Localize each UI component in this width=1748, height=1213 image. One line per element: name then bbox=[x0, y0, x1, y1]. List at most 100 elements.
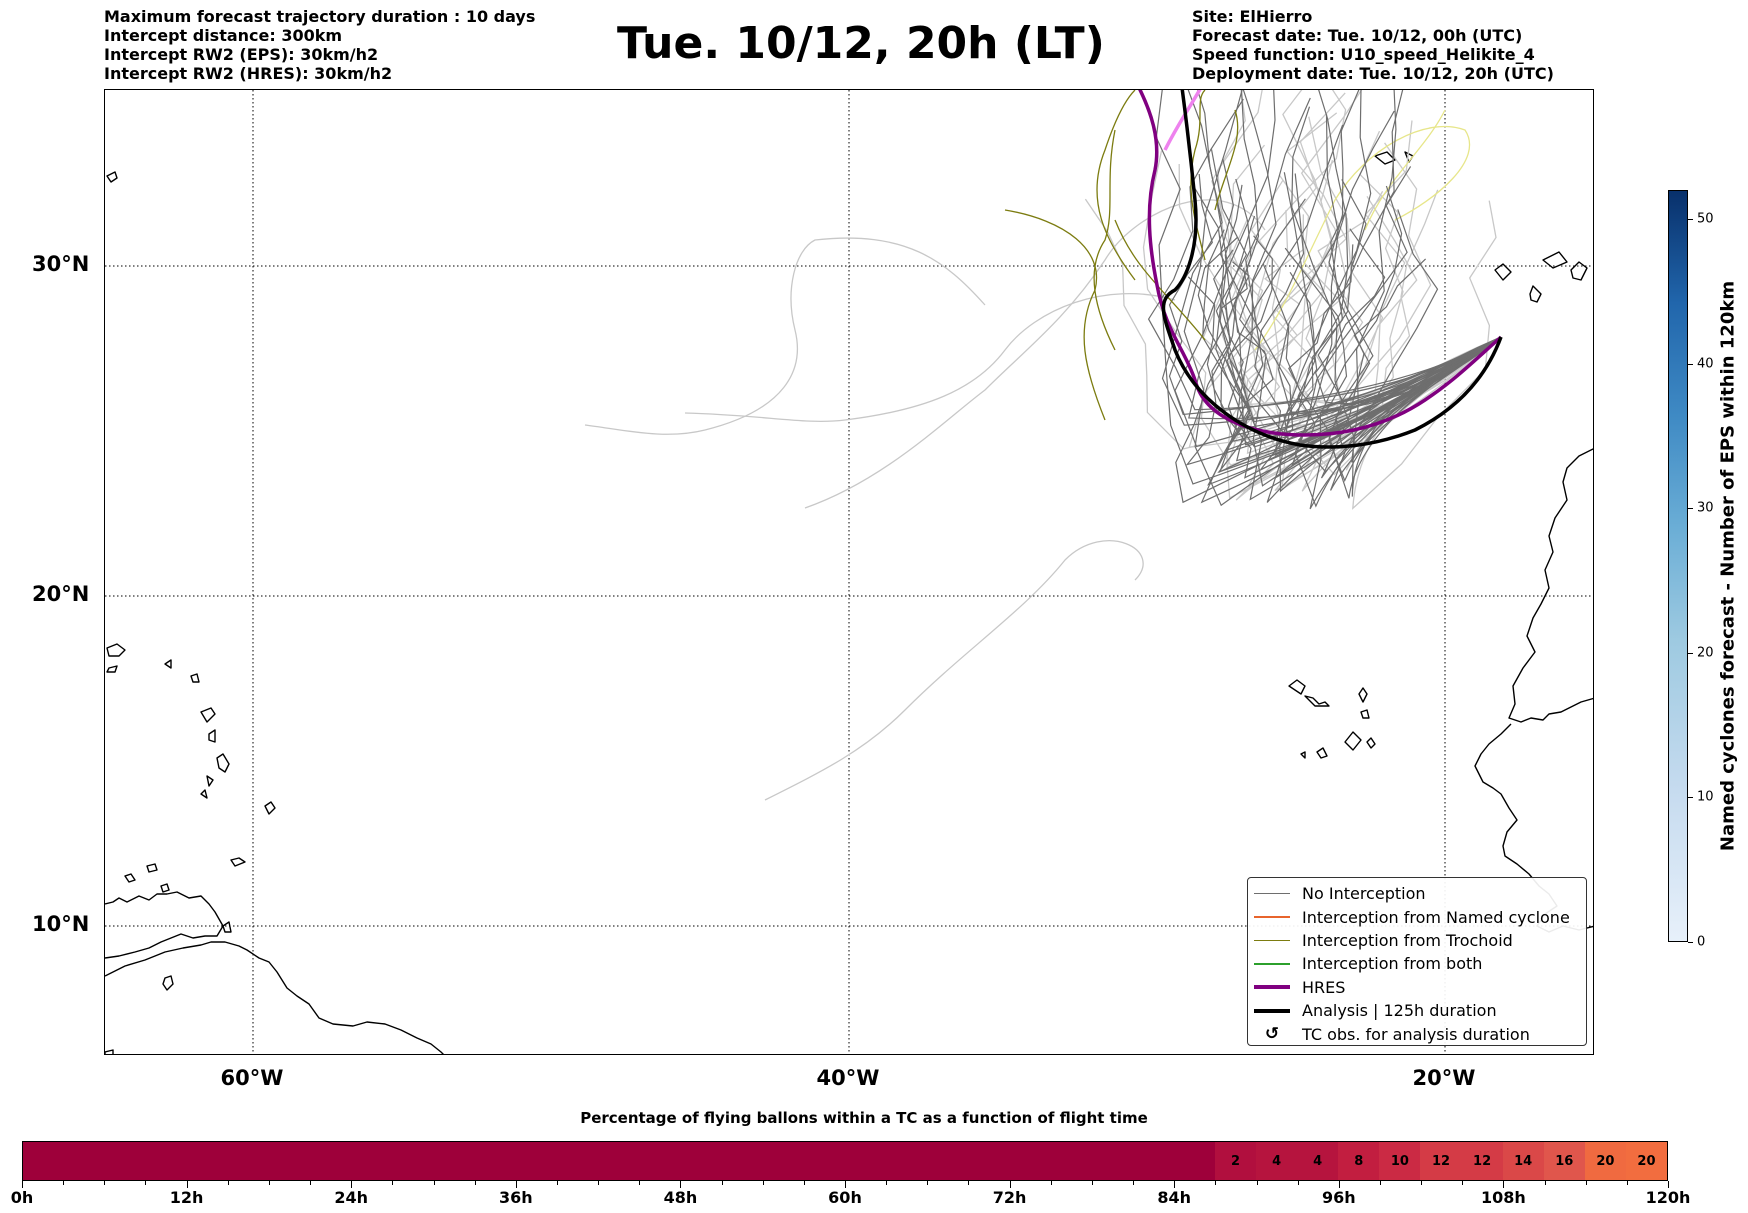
coastline bbox=[208, 729, 216, 743]
page-title: Tue. 10/12, 20h (LT) bbox=[617, 18, 1105, 69]
legend-item: ↺ TC obs. for analysis duration bbox=[1248, 1022, 1586, 1045]
legend-label: TC obs. for analysis duration bbox=[1302, 1024, 1530, 1044]
coastline bbox=[1288, 679, 1306, 695]
tc-bar-cell: 14 bbox=[1502, 1142, 1544, 1180]
trajectory-yellow bbox=[1254, 125, 1471, 351]
tc-bar-tick bbox=[886, 1181, 888, 1185]
tc-bar-cell: 2 bbox=[1214, 1142, 1257, 1180]
tc-bar-tick bbox=[639, 1181, 641, 1185]
trajectory-trochoid bbox=[1004, 209, 1106, 421]
tc-bar-tick bbox=[845, 1181, 846, 1188]
tc-bar-tick bbox=[1585, 1181, 1587, 1185]
map-legend: No Interception Interception from Named c… bbox=[1247, 877, 1587, 1046]
coastline bbox=[1508, 448, 1593, 723]
tc-bar-tick-label: 96h bbox=[1321, 1188, 1356, 1207]
tc-bar-tick bbox=[63, 1181, 65, 1185]
map-panel[interactable] bbox=[104, 89, 1594, 1055]
legend-line bbox=[1254, 939, 1290, 942]
legend-label: Analysis | 125h duration bbox=[1302, 1001, 1497, 1021]
legend-swatch bbox=[1254, 892, 1290, 895]
legend-swatch bbox=[1254, 985, 1290, 990]
coastline bbox=[146, 863, 158, 873]
tc-bar-tick bbox=[22, 1181, 23, 1188]
legend-swatch bbox=[1254, 916, 1290, 918]
hres-trajectory bbox=[1138, 90, 1503, 437]
coastline bbox=[200, 707, 216, 723]
trajectory-trochoid bbox=[1096, 90, 1136, 281]
latitude-label: 30°N bbox=[32, 252, 90, 276]
tc-bar-tick-label: 108h bbox=[1480, 1188, 1526, 1207]
header-left-line: Maximum forecast trajectory duration : 1… bbox=[104, 7, 536, 26]
tc-bar-tick bbox=[556, 1181, 558, 1185]
tc-bar-tick bbox=[721, 1181, 723, 1185]
coastline bbox=[106, 171, 118, 183]
tc-bar-tick-label: 36h bbox=[498, 1188, 533, 1207]
tc-bar-tick bbox=[803, 1181, 805, 1185]
coastline bbox=[1374, 151, 1396, 165]
tc-bar-tick-label: 24h bbox=[334, 1188, 369, 1207]
coastline bbox=[1570, 261, 1588, 281]
tc-bar-tick bbox=[1421, 1181, 1423, 1185]
legend-label: Interception from Named cyclone bbox=[1302, 907, 1570, 927]
tc-bar-cell: 12 bbox=[1461, 1142, 1503, 1180]
legend-label: HRES bbox=[1302, 977, 1346, 997]
tc-bar-tick bbox=[680, 1181, 682, 1188]
tc-bar-base bbox=[23, 1142, 1215, 1180]
tc-bar-tick bbox=[762, 1181, 764, 1185]
coastline bbox=[1542, 251, 1568, 269]
tc-bar-tick bbox=[268, 1181, 270, 1185]
colorbar-tick bbox=[1688, 363, 1693, 365]
trajectory-no-interception bbox=[1254, 173, 1502, 456]
tc-bar-tick-label: 72h bbox=[992, 1188, 1027, 1207]
coastline bbox=[105, 941, 444, 1054]
tc-bar-cell: 12 bbox=[1420, 1142, 1462, 1180]
eps-trajectories-yellow bbox=[1254, 109, 1471, 351]
trajectory-no-interception bbox=[1188, 90, 1502, 420]
legend-line bbox=[1254, 985, 1290, 990]
legend-swatch bbox=[1254, 939, 1290, 942]
coastline bbox=[264, 801, 276, 815]
tc-bar-cell: 8 bbox=[1338, 1142, 1380, 1180]
legend-item: Analysis | 125h duration bbox=[1248, 999, 1586, 1022]
tc-bar-tick bbox=[310, 1181, 312, 1185]
trajectory-light bbox=[584, 237, 986, 435]
tc-bar-tick-label: 0h bbox=[10, 1188, 34, 1207]
tc-bar-tick bbox=[227, 1181, 229, 1185]
coastline bbox=[1316, 747, 1328, 759]
tc-bar-tick-label: 120h bbox=[1645, 1188, 1691, 1207]
tc-bar-cell: 10 bbox=[1379, 1142, 1421, 1180]
colorbar-tick-label: 10 bbox=[1697, 789, 1714, 805]
coastline bbox=[1360, 709, 1370, 719]
legend-item: Interception from Named cyclone bbox=[1248, 905, 1586, 928]
tc-bar-tick bbox=[1503, 1181, 1505, 1188]
coastline bbox=[200, 789, 208, 799]
colorbar-tick-label: 40 bbox=[1697, 356, 1714, 372]
trajectory-light bbox=[1084, 198, 1502, 450]
tc-bar-tick-label: 60h bbox=[828, 1188, 862, 1207]
colorbar-title: Named cyclones forecast - Number of EPS … bbox=[1717, 280, 1739, 852]
tc-percentage-bar: 2 4 4 8 10 12 12 14 16 20 20 bbox=[22, 1141, 1668, 1181]
tc-bar-cell: 4 bbox=[1256, 1142, 1298, 1180]
tc-bar-tick bbox=[351, 1181, 353, 1188]
coastline bbox=[222, 921, 232, 933]
colorbar-tick-label: 30 bbox=[1697, 500, 1714, 516]
tc-bar-tick bbox=[433, 1181, 435, 1185]
tc-obs-icon: ↺ bbox=[1264, 1024, 1280, 1045]
coastline bbox=[216, 753, 230, 773]
tc-bar-tick bbox=[1215, 1181, 1217, 1185]
colorbar-tick bbox=[1688, 797, 1693, 799]
tc-bar-tick bbox=[186, 1181, 188, 1188]
tc-bar-tick bbox=[927, 1181, 929, 1185]
tc-bar-cell: 20 bbox=[1584, 1142, 1626, 1180]
coastline bbox=[230, 857, 246, 867]
colorbar-tick-label: 50 bbox=[1697, 211, 1714, 227]
tc-bar-title: Percentage of flying ballons within a TC… bbox=[580, 1109, 1148, 1127]
legend-item: HRES bbox=[1248, 976, 1586, 999]
coastline bbox=[206, 775, 214, 787]
tc-bar-tick bbox=[474, 1181, 476, 1185]
colorbar-tick bbox=[1688, 218, 1693, 220]
coastline bbox=[1304, 695, 1330, 707]
tc-bar-tick bbox=[1338, 1181, 1340, 1188]
trajectory-map[interactable] bbox=[105, 90, 1594, 1055]
legend-label: Interception from both bbox=[1302, 954, 1483, 974]
